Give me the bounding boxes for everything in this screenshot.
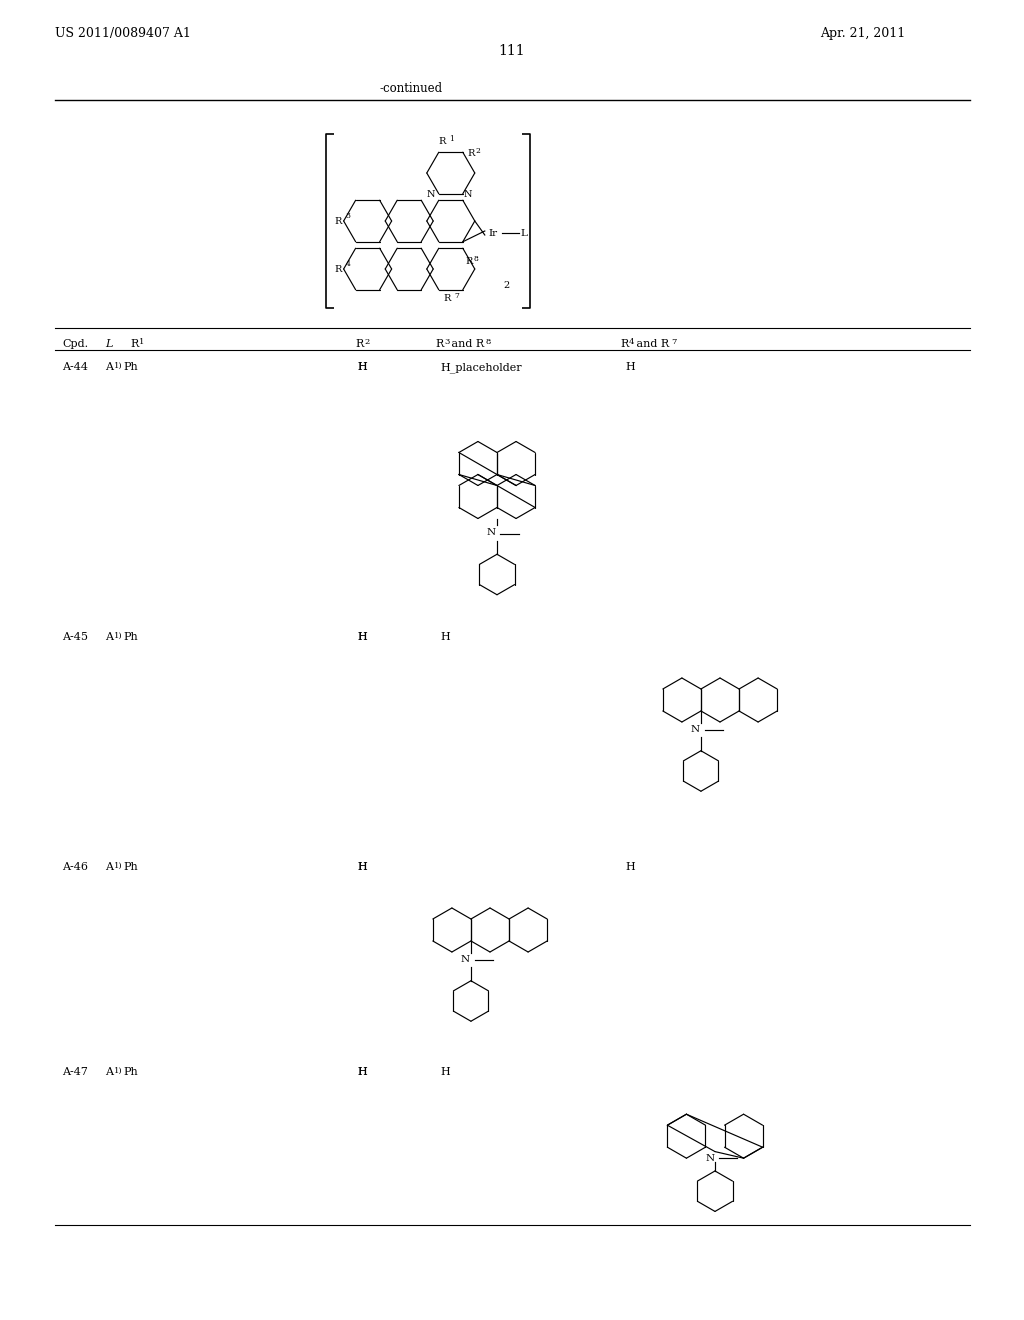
- Text: US 2011/0089407 A1: US 2011/0089407 A1: [55, 26, 190, 40]
- Text: 1): 1): [114, 632, 123, 640]
- Text: H: H: [357, 362, 367, 372]
- Text: R: R: [435, 339, 443, 348]
- Text: H_placeholder: H_placeholder: [440, 362, 521, 372]
- Text: 8: 8: [486, 338, 492, 346]
- Text: Ph: Ph: [123, 632, 138, 642]
- Text: R: R: [355, 339, 364, 348]
- Text: R: R: [465, 257, 472, 267]
- Text: A: A: [105, 362, 113, 372]
- Text: A: A: [105, 632, 113, 642]
- Text: A: A: [105, 862, 113, 873]
- Text: N: N: [426, 190, 435, 199]
- Text: 1: 1: [449, 135, 454, 143]
- Text: H: H: [357, 1067, 367, 1077]
- Text: H: H: [357, 632, 367, 642]
- Text: N: N: [690, 725, 699, 734]
- Text: R: R: [334, 216, 342, 226]
- Text: R: R: [468, 149, 475, 157]
- Text: 1): 1): [114, 1067, 123, 1074]
- Text: H: H: [625, 362, 635, 372]
- Text: H: H: [625, 862, 635, 873]
- Text: Ph: Ph: [123, 1067, 138, 1077]
- Text: L: L: [521, 228, 527, 238]
- Text: 1): 1): [114, 862, 123, 870]
- Text: A: A: [105, 1067, 113, 1077]
- Text: 2: 2: [475, 147, 480, 154]
- Text: 7: 7: [455, 292, 460, 300]
- Text: -continued: -continued: [380, 82, 443, 95]
- Text: A-44: A-44: [62, 362, 88, 372]
- Text: A-47: A-47: [62, 1067, 88, 1077]
- Text: Ir: Ir: [488, 228, 498, 238]
- Text: Ph: Ph: [123, 862, 138, 873]
- Text: 8: 8: [473, 255, 478, 263]
- Text: and R: and R: [633, 339, 669, 348]
- Text: H: H: [357, 632, 367, 642]
- Text: H: H: [357, 362, 367, 372]
- Text: 3: 3: [444, 338, 450, 346]
- Text: 2: 2: [364, 338, 370, 346]
- Text: 3: 3: [346, 213, 350, 220]
- Text: 7: 7: [671, 338, 677, 346]
- Text: Apr. 21, 2011: Apr. 21, 2011: [820, 26, 905, 40]
- Text: 1: 1: [139, 338, 144, 346]
- Text: N: N: [486, 528, 496, 537]
- Text: A-46: A-46: [62, 862, 88, 873]
- Text: R: R: [438, 137, 445, 147]
- Text: 4: 4: [346, 260, 350, 268]
- Text: R: R: [334, 264, 342, 273]
- Text: H: H: [357, 862, 367, 873]
- Text: N: N: [706, 1154, 715, 1163]
- Text: R: R: [620, 339, 629, 348]
- Text: R: R: [130, 339, 138, 348]
- Text: A-45: A-45: [62, 632, 88, 642]
- Text: Ph: Ph: [123, 362, 138, 372]
- Text: H: H: [357, 862, 367, 873]
- Text: R: R: [443, 294, 451, 304]
- Text: 111: 111: [499, 44, 525, 58]
- Text: N: N: [464, 190, 472, 199]
- Text: and R: and R: [449, 339, 484, 348]
- Text: H: H: [440, 1067, 450, 1077]
- Text: 4: 4: [629, 338, 635, 346]
- Text: N: N: [461, 954, 470, 964]
- Text: H: H: [357, 1067, 367, 1077]
- Text: Cpd.: Cpd.: [62, 339, 88, 348]
- Text: H: H: [440, 632, 450, 642]
- Text: L: L: [105, 339, 113, 348]
- Text: 2: 2: [504, 281, 510, 290]
- Text: 1): 1): [114, 362, 123, 370]
